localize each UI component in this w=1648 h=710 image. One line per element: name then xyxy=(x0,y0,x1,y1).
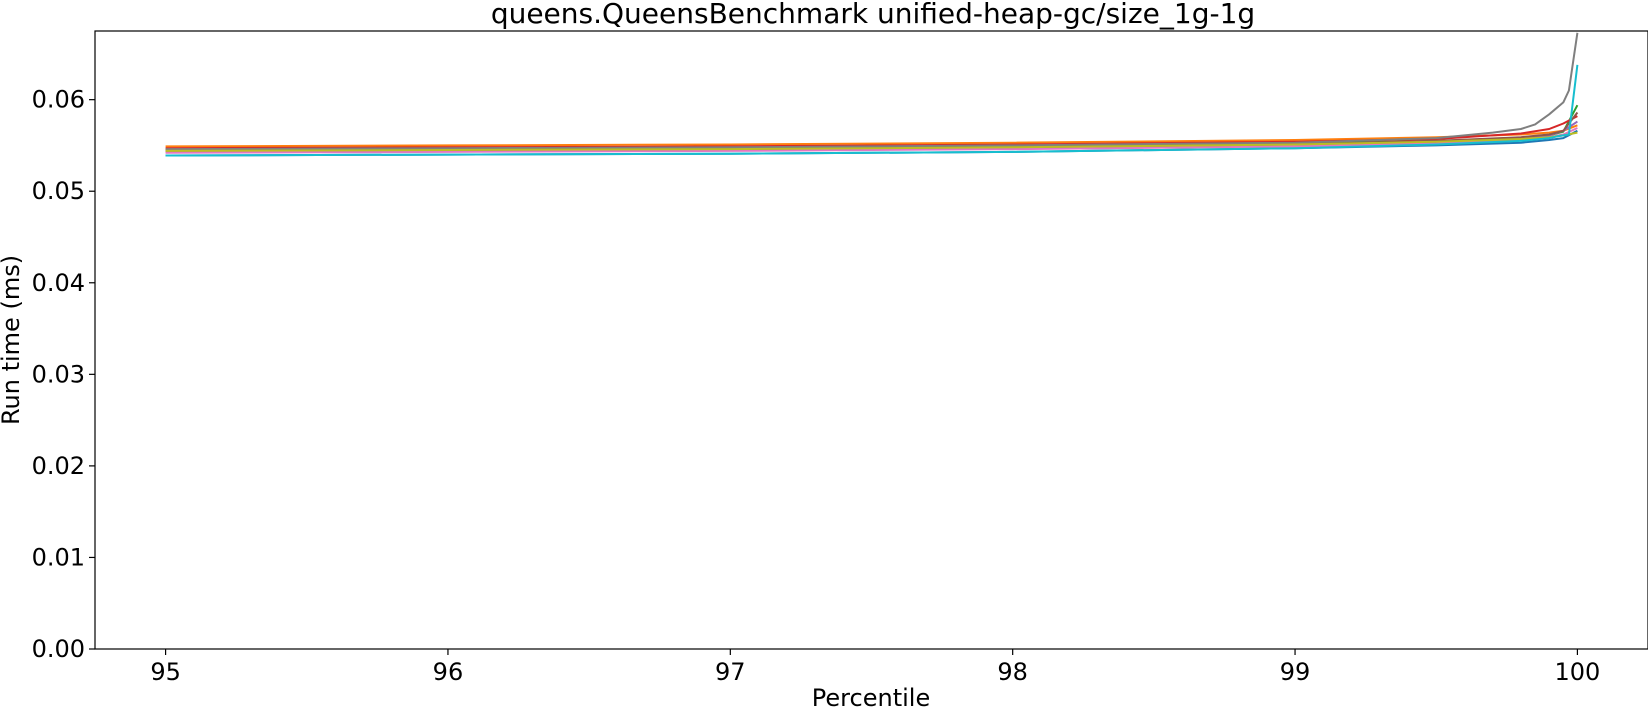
y-tick-label: 0.05 xyxy=(32,177,85,205)
series-line-8 xyxy=(165,32,1579,151)
y-tick-label: 0.04 xyxy=(32,269,85,297)
x-axis-ticks: 95 96 97 98 99 100 xyxy=(150,649,1600,686)
y-axis-label: Run time (ms) xyxy=(0,255,25,425)
chart-title: queens.QueensBenchmark unified-heap-gc/s… xyxy=(491,0,1255,30)
y-tick-label: 0.06 xyxy=(32,86,85,114)
plot-area xyxy=(165,32,1579,157)
x-axis-label: Percentile xyxy=(812,684,930,710)
x-tick-label: 96 xyxy=(433,658,464,686)
x-tick-label: 98 xyxy=(997,658,1028,686)
x-tick-label: 99 xyxy=(1280,658,1311,686)
series-line-10 xyxy=(165,64,1579,157)
y-tick-label: 0.00 xyxy=(32,635,85,663)
y-tick-label: 0.03 xyxy=(32,360,85,388)
plot-frame xyxy=(94,30,1648,650)
x-tick-label: 95 xyxy=(150,658,181,686)
x-tick-label: 100 xyxy=(1555,658,1601,686)
y-tick-label: 0.02 xyxy=(32,452,85,480)
x-tick-label: 97 xyxy=(715,658,746,686)
y-axis-ticks: 0.00 0.01 0.02 0.03 0.04 0.05 0.06 xyxy=(32,86,95,663)
y-tick-label: 0.01 xyxy=(32,543,85,571)
